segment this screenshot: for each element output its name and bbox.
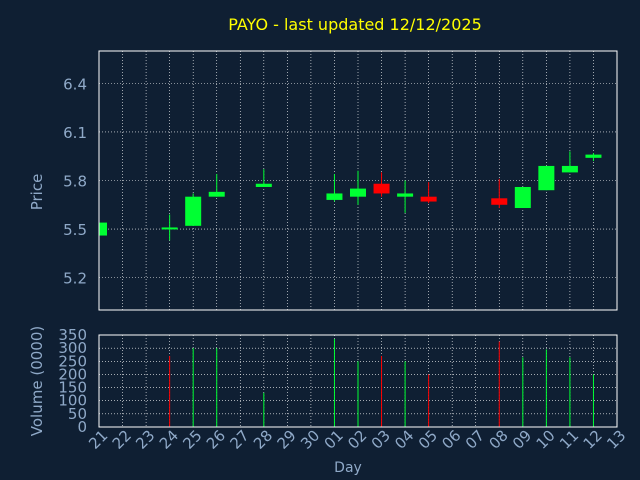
volume-frame <box>98 334 618 428</box>
volume-tick-label: 150 <box>58 379 87 397</box>
chart-title: PAYO - last updated 12/12/2025 <box>228 15 482 34</box>
price-axis-label: Price <box>28 174 46 211</box>
candle-body <box>561 165 578 173</box>
candle-body <box>373 183 390 194</box>
price-tick-label: 5.8 <box>63 173 87 191</box>
volume-tick-label: 250 <box>58 352 87 370</box>
candle-body <box>420 196 437 202</box>
price-y-ticks: 5.2 5.5 5.8 6.1 6.4 <box>63 75 87 287</box>
candle-body <box>255 183 272 187</box>
x-axis-label: Day <box>334 460 362 476</box>
candle-body <box>208 191 225 197</box>
candle-body <box>491 198 508 205</box>
candle-body <box>397 193 414 197</box>
price-tick-label: 6.1 <box>63 124 87 142</box>
price-tick-label: 6.4 <box>63 75 87 93</box>
price-panel: 5.2 5.5 5.8 6.1 6.4 Price <box>28 50 618 311</box>
candle-body <box>514 186 531 209</box>
volume-tick-label: 350 <box>58 326 87 344</box>
volume-tick-label: 0 <box>77 418 87 436</box>
x-axis-ticks: 2122232425262728293001020304050607080910… <box>85 427 629 453</box>
volume-tick-label: 300 <box>58 339 87 357</box>
candle-body <box>538 165 555 191</box>
volume-tick-label: 50 <box>68 405 87 423</box>
candle-body <box>585 154 602 158</box>
volume-axis-label: Volume (0000) <box>28 326 46 436</box>
volume-tick-label: 100 <box>58 392 87 410</box>
price-tick-label: 5.2 <box>63 270 87 288</box>
candle-body <box>350 188 366 197</box>
volume-bars <box>169 338 594 427</box>
volume-tick-label: 200 <box>58 365 87 383</box>
candle-body <box>99 222 107 236</box>
price-tick-label: 5.5 <box>63 221 87 239</box>
candle-body <box>326 193 343 200</box>
candle-body <box>185 196 202 226</box>
price-candles <box>98 151 602 241</box>
price-frame <box>98 50 618 311</box>
candle-body <box>161 227 178 230</box>
